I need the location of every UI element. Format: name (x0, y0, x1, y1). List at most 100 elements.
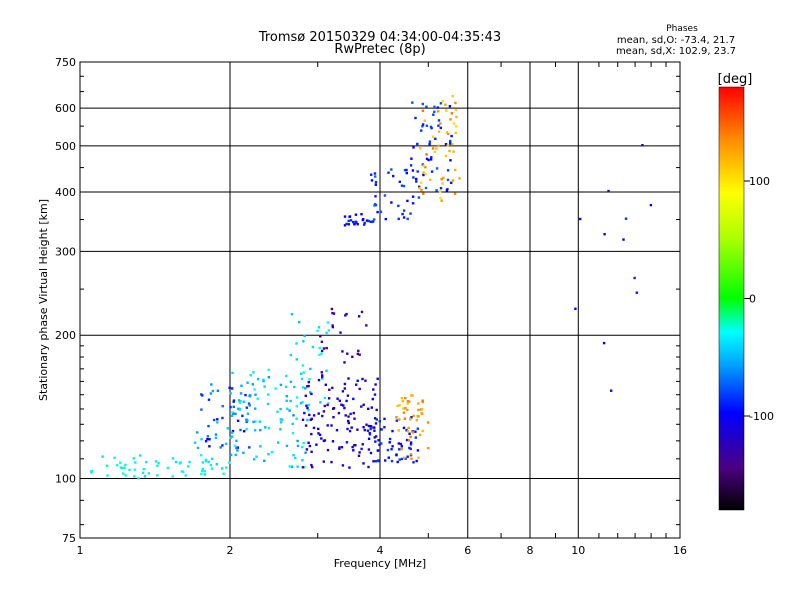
scatter-point (338, 399, 341, 402)
scatter-point (370, 173, 373, 176)
scatter-point (358, 353, 361, 356)
x-tick-label: 2 (227, 544, 234, 557)
scatter-point (451, 94, 454, 98)
scatter-point (369, 451, 373, 455)
scatter-point (406, 455, 409, 458)
scatter-point (369, 427, 372, 431)
scatter-point (174, 460, 178, 464)
scatter-point (409, 447, 412, 451)
scatter-point (349, 412, 352, 416)
scatter-point (312, 414, 316, 417)
scatter-point (330, 307, 334, 311)
scatter-point (302, 441, 305, 445)
scatter-point (344, 414, 347, 417)
scatter-point (204, 440, 208, 443)
scatter-point (346, 352, 349, 355)
scatter-point (145, 460, 148, 464)
scatter-point (415, 177, 418, 181)
scatter-point (421, 102, 424, 106)
x-tick-label: 8 (527, 544, 534, 557)
scatter-point (442, 176, 445, 179)
scatter-point (423, 119, 426, 122)
x-axis-label: Frequency [MHz] (334, 557, 426, 570)
scatter-point (446, 178, 450, 182)
scatter-point (360, 213, 363, 216)
scatter-point (248, 394, 251, 398)
scatter-point (279, 418, 282, 421)
scatter-point (376, 377, 379, 380)
scatter-point (404, 457, 407, 460)
scatter-point (319, 335, 322, 338)
scatter-point (420, 188, 423, 192)
scatter-point (409, 453, 412, 456)
scatter-point (579, 217, 582, 221)
scatter-point (440, 199, 443, 202)
scatter-point (247, 402, 251, 405)
scatter-point (228, 461, 231, 464)
scatter-point (406, 400, 410, 403)
y-tick-label: 100 (55, 473, 76, 486)
scatter-point (279, 383, 283, 387)
scatter-point (445, 189, 449, 192)
scatter-point (380, 428, 383, 431)
scatter-point (367, 407, 370, 410)
y-tick-label: 500 (55, 140, 76, 153)
scatter-point (200, 469, 204, 473)
scatter-point (266, 402, 270, 406)
scatter-point (274, 387, 277, 390)
y-tick-label: 600 (55, 102, 76, 115)
scatter-point (338, 446, 341, 449)
scatter-point (302, 340, 305, 343)
scatter-point (390, 168, 393, 171)
scatter-point (318, 353, 321, 356)
scatter-point (142, 467, 146, 471)
scatter-point (412, 461, 415, 464)
scatter-point (351, 445, 354, 449)
scatter-point (417, 196, 421, 199)
scatter-point (374, 422, 378, 425)
scatter-point (360, 447, 363, 451)
scatter-point (302, 371, 305, 374)
chart-title-line2: RwPretec (8p) (334, 42, 425, 57)
scatter-point (285, 444, 289, 448)
scatter-point (231, 429, 235, 433)
scatter-point (345, 441, 349, 444)
phases-heading: Phases (666, 24, 698, 34)
scatter-point (124, 463, 127, 467)
scatter-point (106, 474, 109, 477)
x-tick-label: 10 (571, 544, 585, 557)
scatter-point (288, 465, 291, 468)
scatter-point (420, 129, 423, 132)
scatter-point (230, 414, 234, 417)
scatter-point (322, 410, 326, 413)
scatter-point (422, 171, 425, 174)
phases-x-stats: mean, sd,X: 102.9, 23.7 (616, 46, 736, 57)
scatter-point (276, 410, 279, 413)
scatter-points (90, 94, 653, 480)
scatter-point (326, 424, 329, 427)
colorbar-ticks: 100 0 -100 (744, 175, 774, 423)
scatter-point (439, 126, 442, 130)
x-axis-ticks: 1 2 4 6 8 10 16 (77, 62, 687, 557)
scatter-point (216, 389, 220, 392)
scatter-point (392, 174, 395, 178)
scatter-point (405, 438, 409, 442)
scatter-point (360, 310, 364, 314)
scatter-point (184, 474, 187, 477)
scatter-point (386, 448, 390, 452)
scatter-point (374, 195, 377, 198)
scatter-point (221, 416, 224, 420)
scatter-point (410, 457, 413, 460)
scatter-point (291, 422, 294, 426)
scatter-point (303, 411, 306, 415)
scatter-point (400, 457, 404, 461)
scatter-point (375, 408, 378, 412)
colorbar-tick-label: 100 (749, 175, 770, 188)
scatter-point (362, 403, 365, 406)
scatter-point (369, 220, 372, 223)
scatter-point (408, 446, 411, 450)
scatter-point (451, 143, 454, 146)
scatter-point (317, 432, 320, 435)
scatter-point (376, 449, 380, 452)
scatter-point (339, 331, 342, 334)
